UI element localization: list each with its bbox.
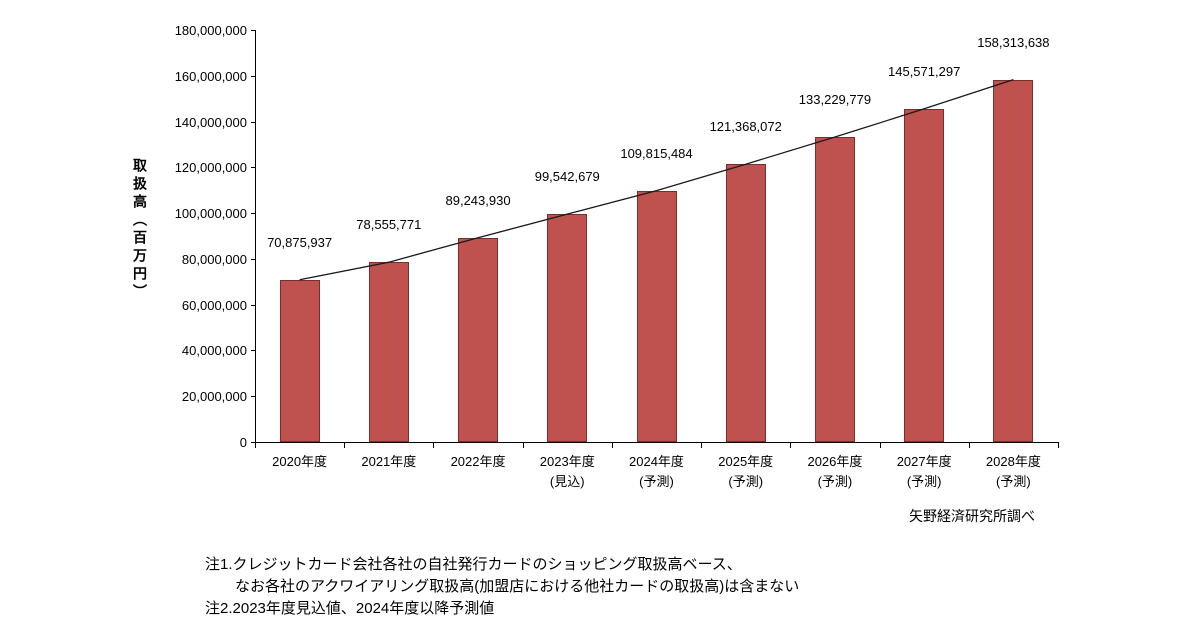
x-tick-mark — [522, 442, 524, 448]
source-credit: 矢野経済研究所調べ — [909, 508, 1035, 524]
bar-value-label: 145,571,297 — [888, 63, 961, 79]
x-category-label: 2021年度 — [344, 452, 433, 472]
x-tick-mark — [701, 442, 703, 448]
bar — [636, 190, 677, 442]
y-tick-label: 180,000,000 — [174, 23, 247, 38]
bar — [458, 237, 499, 442]
y-tick-label: 140,000,000 — [174, 114, 247, 130]
y-tick-mark — [251, 121, 255, 123]
bar — [279, 279, 320, 442]
bar-value-label: 78,555,771 — [356, 217, 422, 233]
y-tick-label: 80,000,000 — [181, 251, 247, 267]
y-tick-mark — [251, 258, 255, 260]
x-category-label: 2028年度 (予測) — [969, 452, 1058, 492]
y-tick-mark — [251, 30, 255, 31]
x-category-sublabel: (見込) — [549, 474, 585, 489]
x-axis-line — [255, 442, 1059, 443]
x-category-sublabel: (予測) — [639, 474, 674, 489]
note-line: 注2.2023年度見込値、2024年度以降予測値 — [205, 600, 495, 617]
bar — [725, 164, 766, 442]
x-tick-mark — [1058, 442, 1059, 448]
bar — [904, 108, 945, 442]
bar-value-label: 89,243,930 — [445, 192, 511, 208]
x-tick-mark — [344, 442, 346, 448]
y-tick-label: 60,000,000 — [181, 297, 247, 313]
y-tick-label: 100,000,000 — [174, 206, 247, 222]
y-tick-mark — [251, 442, 255, 443]
y-tick-mark — [251, 167, 255, 169]
x-category-year: 2027年度 — [896, 454, 952, 469]
bar-value-label: 70,875,937 — [267, 234, 333, 250]
x-category-label: 2020年度 — [255, 452, 344, 472]
trend-line — [299, 79, 1014, 281]
x-category-label: 2024年度 (予測) — [612, 452, 701, 492]
bar — [547, 214, 588, 442]
x-tick-mark — [879, 442, 881, 448]
y-axis-title: 取扱高（百万円） — [132, 158, 148, 302]
x-category-year: 2023年度 — [539, 454, 595, 469]
x-category-year: 2021年度 — [361, 454, 417, 469]
y-axis-line — [255, 30, 256, 443]
x-category-sublabel: (予測) — [996, 474, 1031, 489]
y-tick-mark — [251, 213, 255, 215]
y-tick-mark — [251, 350, 255, 352]
x-category-year: 2020年度 — [272, 454, 328, 469]
x-tick-mark — [611, 442, 613, 448]
x-category-label: 2022年度 — [433, 452, 522, 472]
y-tick-mark — [251, 396, 255, 398]
y-tick-label: 20,000,000 — [181, 389, 247, 405]
x-category-label: 2026年度 (予測) — [790, 452, 879, 492]
x-category-year: 2028年度 — [985, 454, 1041, 469]
bar-value-label: 121,368,072 — [709, 119, 782, 135]
x-category-year: 2024年度 — [629, 454, 684, 469]
y-tick-label: 0 — [239, 435, 247, 450]
y-tick-mark — [251, 75, 255, 77]
x-category-label: 2025年度 (予測) — [701, 452, 790, 492]
x-category-sublabel: (予測) — [906, 474, 942, 489]
x-category-label: 2023年度 (見込) — [523, 452, 612, 492]
y-tick-label: 40,000,000 — [181, 343, 247, 359]
x-category-year: 2026年度 — [807, 454, 863, 469]
bar — [814, 137, 855, 442]
x-tick-mark — [968, 442, 970, 448]
x-category-label: 2027年度 (予測) — [880, 452, 969, 492]
y-tick-mark — [251, 304, 255, 306]
x-category-year: 2022年度 — [450, 454, 506, 469]
bar — [993, 79, 1034, 442]
note-line: 注1.クレジットカード会社各社の自社発行カードのショッピング取扱高ベース、 — [205, 556, 742, 573]
chart-notes: 注1.クレジットカード会社各社の自社発行カードのショッピング取扱高ベース、 なお… — [205, 554, 799, 620]
x-tick-mark — [433, 442, 435, 448]
x-category-year: 2025年度 — [718, 454, 774, 469]
x-tick-mark — [255, 442, 256, 448]
x-category-sublabel: (予測) — [817, 474, 853, 489]
bar-value-label: 109,815,484 — [620, 145, 693, 161]
bar — [368, 262, 409, 442]
y-tick-label: 120,000,000 — [174, 160, 247, 176]
note-line: なお各社のアクワイアリング取扱高(加盟店における他社カードの取扱高)は含まない — [205, 578, 800, 595]
bar-value-label: 133,229,779 — [798, 92, 872, 108]
bar-value-label: 99,542,679 — [534, 169, 600, 185]
x-tick-mark — [790, 442, 792, 448]
y-tick-label: 160,000,000 — [174, 68, 247, 84]
x-category-sublabel: (予測) — [728, 474, 764, 489]
bar-value-label: 158,313,638 — [977, 34, 1050, 50]
